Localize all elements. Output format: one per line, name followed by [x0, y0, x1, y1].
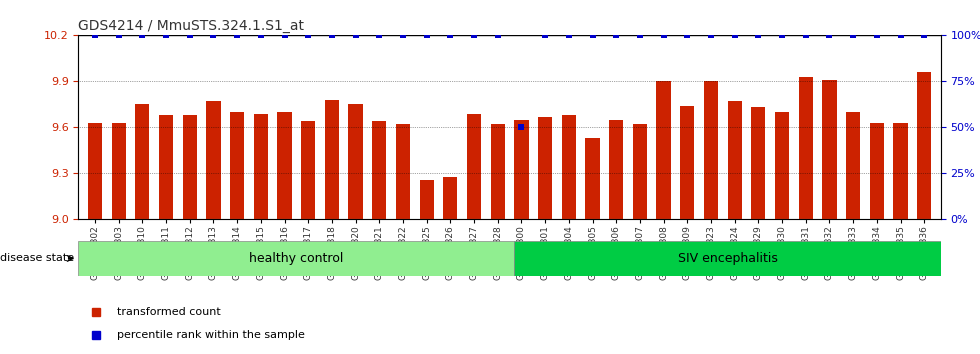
Text: healthy control: healthy control [249, 252, 344, 265]
Text: percentile rank within the sample: percentile rank within the sample [118, 330, 305, 339]
Bar [846, 112, 860, 219]
Bar [254, 114, 268, 219]
Bar [585, 138, 600, 219]
FancyBboxPatch shape [78, 241, 514, 276]
Bar [822, 80, 837, 219]
Bar [112, 123, 125, 219]
Bar [349, 104, 363, 219]
Bar [159, 115, 173, 219]
Bar [396, 124, 410, 219]
Text: transformed count: transformed count [118, 307, 220, 317]
Bar [657, 81, 670, 219]
Bar [324, 100, 339, 219]
Bar [230, 112, 244, 219]
Bar [704, 81, 718, 219]
Bar [680, 106, 695, 219]
Bar [466, 114, 481, 219]
Bar [894, 123, 907, 219]
Bar [491, 124, 505, 219]
Bar [799, 77, 812, 219]
Bar [207, 101, 220, 219]
Bar [610, 120, 623, 219]
Bar [443, 177, 458, 219]
Text: disease state: disease state [0, 253, 74, 263]
Bar [88, 123, 102, 219]
Bar [633, 124, 647, 219]
Text: GDS4214 / MmuSTS.324.1.S1_at: GDS4214 / MmuSTS.324.1.S1_at [78, 19, 305, 33]
FancyBboxPatch shape [514, 241, 941, 276]
Bar [752, 108, 765, 219]
Bar [562, 115, 576, 219]
Bar [301, 121, 316, 219]
Bar [372, 121, 386, 219]
Bar [917, 72, 931, 219]
Bar [727, 101, 742, 219]
Bar [182, 115, 197, 219]
Bar [135, 104, 150, 219]
Bar [277, 112, 292, 219]
Bar [775, 112, 789, 219]
Bar [869, 123, 884, 219]
Text: SIV encephalitis: SIV encephalitis [677, 252, 777, 265]
Bar [538, 117, 553, 219]
Bar [514, 120, 528, 219]
Bar [419, 179, 434, 219]
